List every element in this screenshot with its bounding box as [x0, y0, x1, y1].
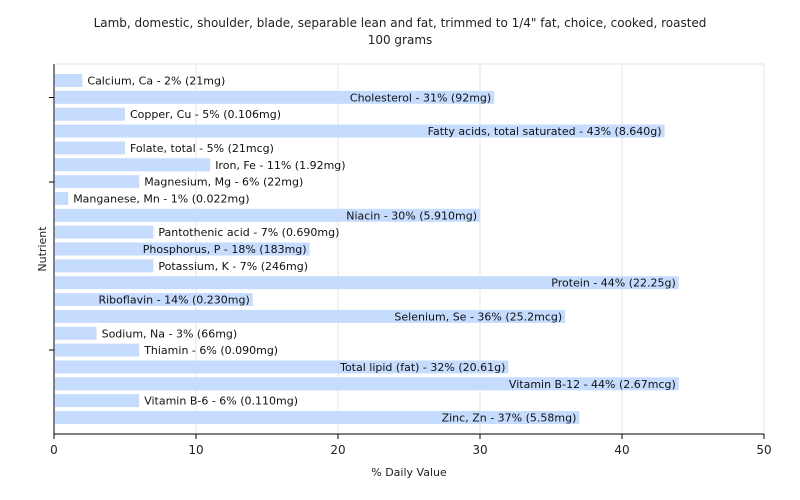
bar-label: Sodium, Na - 3% (66mg) — [102, 327, 238, 340]
bar — [55, 124, 665, 138]
bar — [55, 141, 125, 155]
bar — [55, 360, 509, 374]
bar — [55, 242, 310, 256]
chart-subtitle: 100 grams — [367, 33, 433, 47]
y-axis-title: Nutrient — [36, 226, 49, 272]
bar — [55, 394, 140, 408]
bar-label: Fatty acids, total saturated - 43% (8.64… — [428, 125, 662, 138]
bar-label: Phosphorus, P - 18% (183mg) — [143, 243, 307, 256]
bar — [55, 158, 211, 172]
bar-label: Total lipid (fat) - 32% (20.61g) — [339, 361, 505, 374]
bar — [55, 293, 253, 307]
bar-label: Niacin - 30% (5.910mg) — [346, 209, 477, 222]
bar-label: Selenium, Se - 36% (25.2mcg) — [394, 310, 562, 323]
bar — [55, 225, 154, 239]
bar — [55, 208, 480, 222]
x-tick-label: 10 — [188, 443, 203, 457]
bar-label: Manganese, Mn - 1% (0.022mg) — [73, 192, 249, 205]
bar — [55, 343, 140, 357]
bar-label: Copper, Cu - 5% (0.106mg) — [130, 108, 281, 121]
x-axis-title: % Daily Value — [371, 466, 447, 479]
bar — [55, 377, 679, 391]
chart-title-block: Lamb, domestic, shoulder, blade, separab… — [0, 15, 800, 49]
bar — [55, 276, 679, 290]
bar-label: Pantothenic acid - 7% (0.690mg) — [158, 226, 339, 239]
bar-label: Folate, total - 5% (21mcg) — [130, 142, 274, 155]
chart-title: Lamb, domestic, shoulder, blade, separab… — [93, 16, 707, 30]
bar — [55, 90, 495, 104]
bar-label: Cholesterol - 31% (92mg) — [350, 91, 491, 104]
bar-label: Protein - 44% (22.25g) — [551, 277, 676, 290]
bar — [55, 191, 69, 205]
x-tick-label: 30 — [472, 443, 487, 457]
bar — [55, 259, 154, 273]
bar-label: Potassium, K - 7% (246mg) — [158, 260, 308, 273]
bar — [55, 309, 566, 323]
bar-label: Calcium, Ca - 2% (21mg) — [87, 75, 225, 88]
bar-label: Thiamin - 6% (0.090mg) — [143, 344, 278, 357]
bar-label: Vitamin B-12 - 44% (2.67mcg) — [509, 378, 676, 391]
bar-label: Iron, Fe - 11% (1.92mg) — [215, 159, 345, 172]
bar — [55, 74, 83, 87]
bar-label: Magnesium, Mg - 6% (22mg) — [144, 176, 303, 189]
x-tick-label: 0 — [50, 443, 58, 457]
bar — [55, 175, 140, 189]
x-tick-label: 20 — [330, 443, 345, 457]
x-tick-label: 50 — [756, 443, 771, 457]
bar — [55, 107, 125, 121]
bar — [55, 326, 97, 340]
bar-label: Riboflavin - 14% (0.230mg) — [98, 294, 249, 307]
bar — [55, 411, 580, 424]
bar-label: Zinc, Zn - 37% (5.58mg) — [442, 412, 577, 425]
bar-label: Vitamin B-6 - 6% (0.110mg) — [144, 395, 298, 408]
x-tick-label: 40 — [614, 443, 629, 457]
